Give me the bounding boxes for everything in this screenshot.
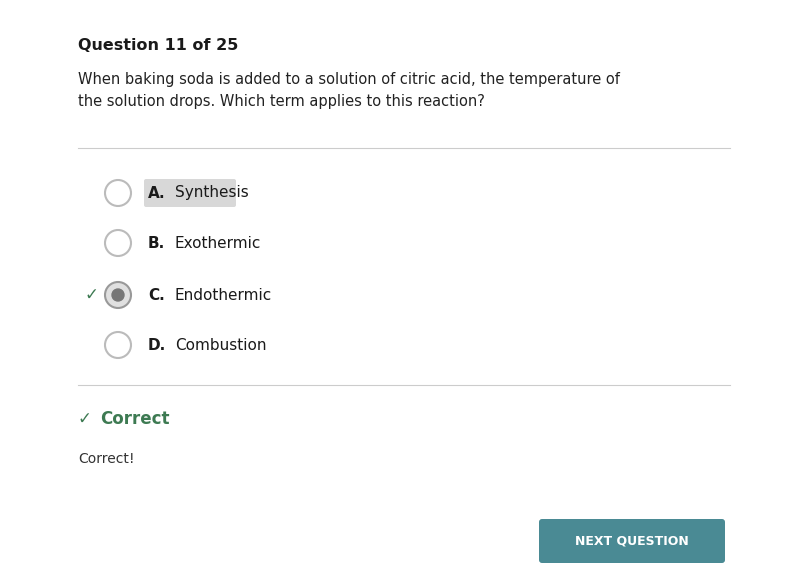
Circle shape <box>105 282 131 308</box>
Text: B.: B. <box>148 235 166 251</box>
Text: D.: D. <box>148 338 166 353</box>
Text: Correct: Correct <box>100 410 170 428</box>
Text: Synthesis: Synthesis <box>175 185 249 201</box>
Text: Endothermic: Endothermic <box>175 288 272 302</box>
Text: A.: A. <box>148 185 166 201</box>
FancyBboxPatch shape <box>539 519 725 563</box>
Text: NEXT QUESTION: NEXT QUESTION <box>575 535 689 548</box>
Text: When baking soda is added to a solution of citric acid, the temperature of
the s: When baking soda is added to a solution … <box>78 72 620 109</box>
Text: C.: C. <box>148 288 165 302</box>
Text: ✓: ✓ <box>84 286 98 304</box>
Text: ✓: ✓ <box>78 410 92 428</box>
Text: Correct!: Correct! <box>78 452 134 466</box>
Circle shape <box>112 289 124 301</box>
Text: Exothermic: Exothermic <box>175 235 262 251</box>
Text: Question 11 of 25: Question 11 of 25 <box>78 38 238 53</box>
Text: Combustion: Combustion <box>175 338 266 353</box>
FancyBboxPatch shape <box>144 179 236 207</box>
